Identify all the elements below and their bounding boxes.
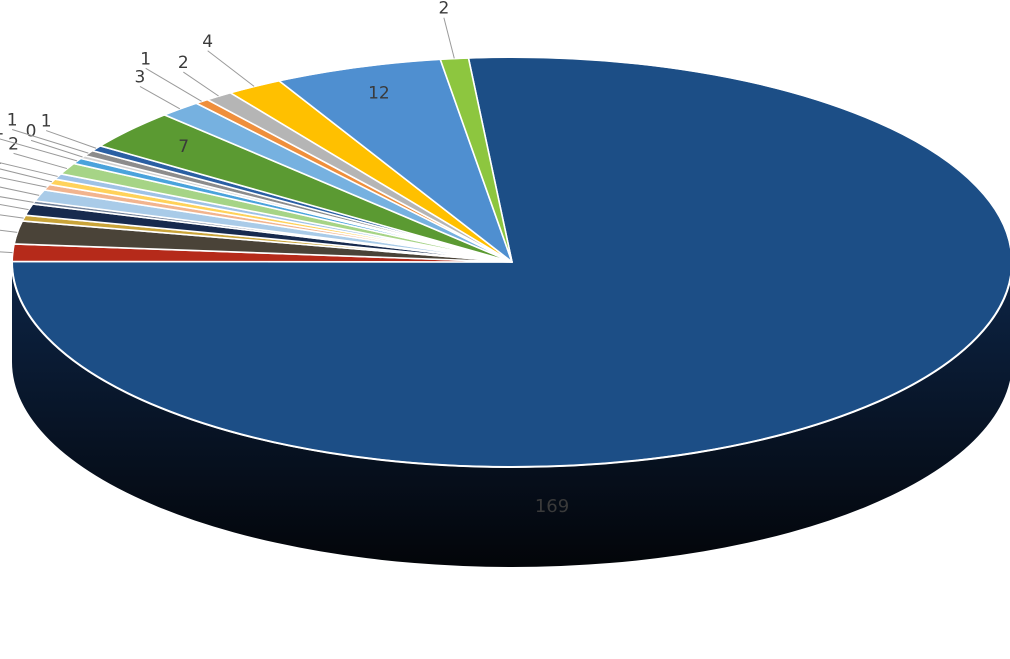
label-leader-13 bbox=[11, 129, 89, 154]
label-leader-7 bbox=[0, 176, 47, 188]
label-leader-17 bbox=[145, 67, 202, 102]
pie-labels: 1693412021112101173124122 bbox=[0, 0, 569, 517]
label-leader-2 bbox=[0, 229, 18, 233]
label-leader-5 bbox=[0, 196, 34, 203]
label-leader-4 bbox=[0, 203, 29, 211]
label-leader-19 bbox=[207, 50, 255, 87]
label-leader-18 bbox=[183, 71, 219, 97]
pie-side-wall bbox=[12, 262, 1010, 567]
label-leader-8 bbox=[0, 168, 53, 183]
pie-rim bbox=[11, 56, 1010, 468]
label-leader-6 bbox=[0, 186, 40, 196]
data-label-17: 1 bbox=[140, 49, 151, 69]
label-leader-3 bbox=[0, 214, 24, 219]
label-leader-16 bbox=[139, 85, 181, 110]
pie-side bbox=[12, 262, 1010, 567]
label-leader-12 bbox=[30, 139, 83, 158]
data-label-12: 0 bbox=[26, 121, 37, 141]
label-leader-10 bbox=[13, 152, 68, 170]
data-label-15: 7 bbox=[178, 137, 189, 157]
data-label-10: 2 bbox=[8, 134, 19, 154]
pie-top bbox=[11, 56, 1010, 468]
label-leader-11 bbox=[0, 138, 78, 162]
data-label-14: 1 bbox=[41, 112, 52, 132]
label-leader-14 bbox=[46, 130, 97, 149]
data-label-18: 2 bbox=[178, 53, 189, 73]
label-leader-21 bbox=[443, 17, 455, 59]
data-label-21: 2 bbox=[438, 0, 449, 19]
data-label-19: 4 bbox=[202, 32, 213, 52]
data-label-11: 1 bbox=[0, 120, 4, 140]
data-label-13: 1 bbox=[7, 111, 18, 131]
data-label-8: 1 bbox=[0, 149, 2, 169]
label-leader-1 bbox=[0, 251, 13, 254]
data-label-0: 169 bbox=[535, 496, 569, 517]
label-leader-9 bbox=[0, 162, 58, 177]
data-label-16: 3 bbox=[135, 67, 146, 87]
data-label-20: 12 bbox=[368, 83, 390, 103]
